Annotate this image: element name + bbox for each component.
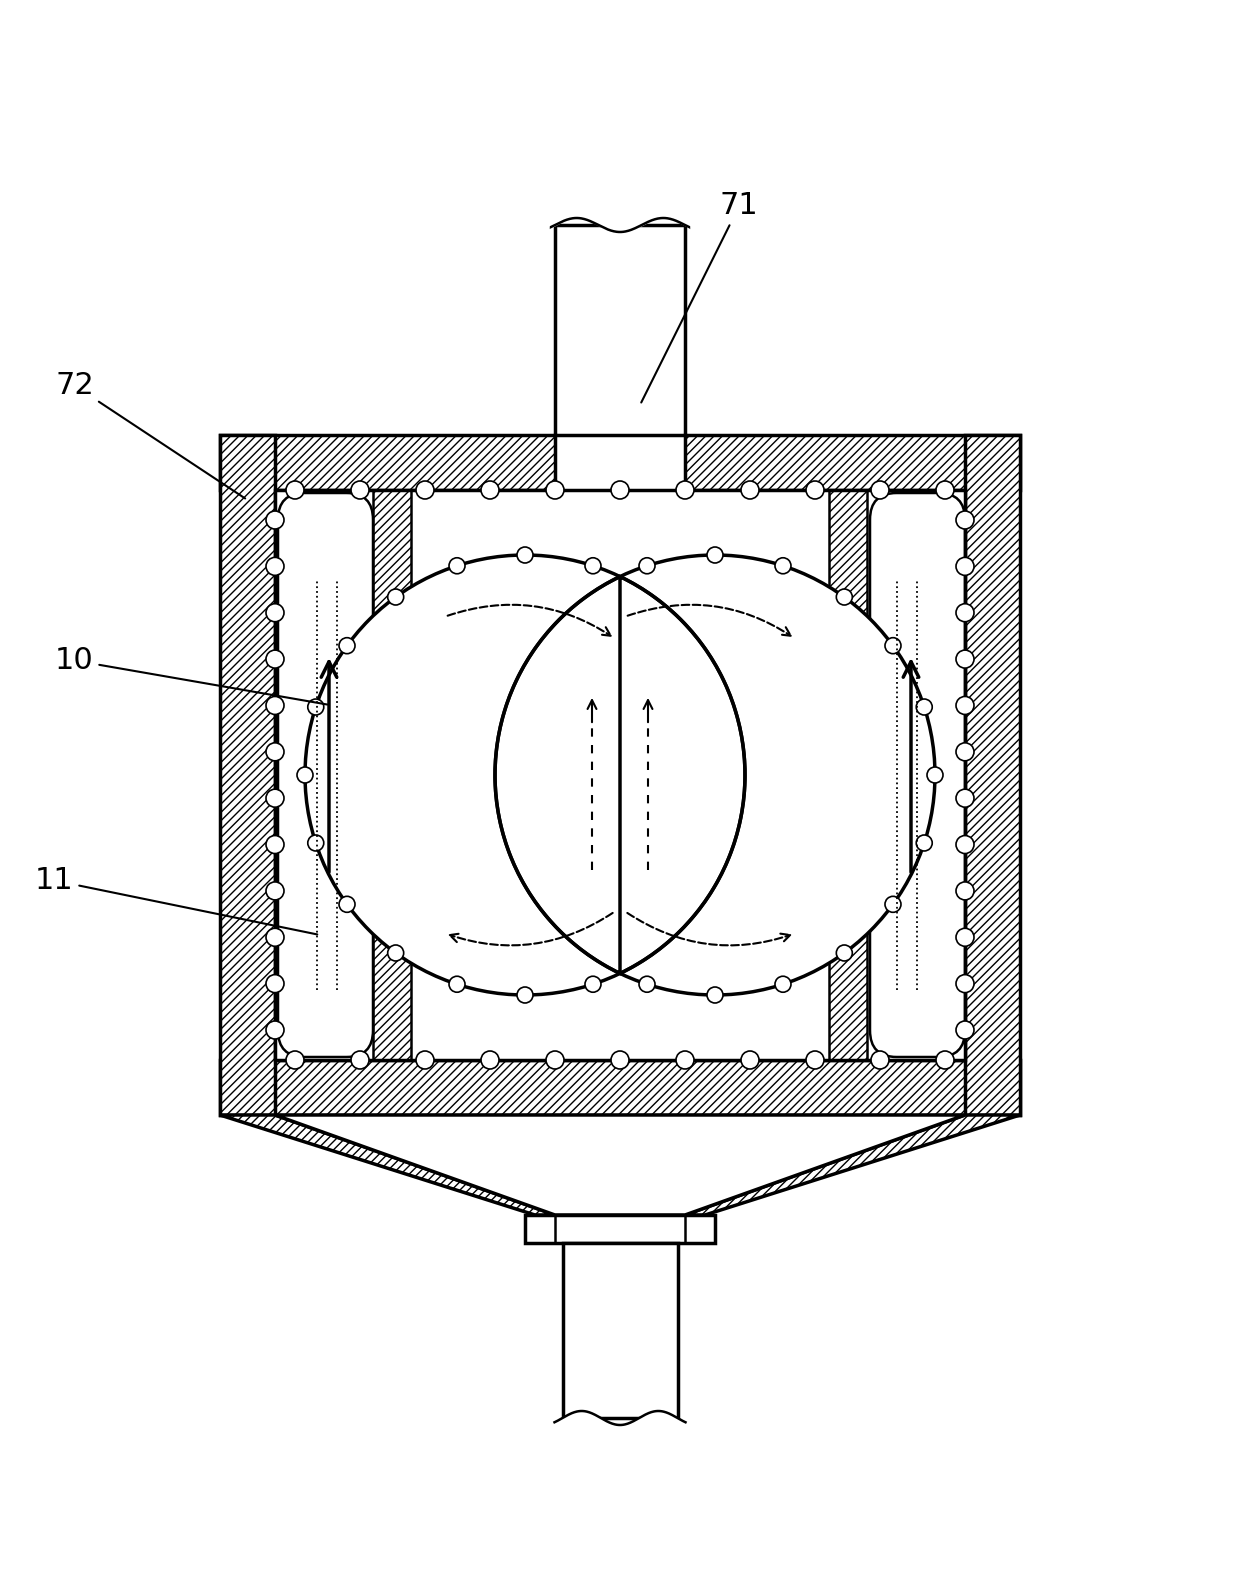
Circle shape xyxy=(676,1051,694,1069)
Circle shape xyxy=(956,697,973,715)
Circle shape xyxy=(546,482,564,499)
Circle shape xyxy=(546,1051,564,1069)
Circle shape xyxy=(267,928,284,946)
Circle shape xyxy=(585,976,601,992)
Circle shape xyxy=(339,896,355,912)
Circle shape xyxy=(936,1051,954,1069)
Circle shape xyxy=(956,510,973,530)
Circle shape xyxy=(956,882,973,900)
Text: 71: 71 xyxy=(641,191,759,402)
Circle shape xyxy=(267,836,284,853)
Circle shape xyxy=(956,1021,973,1038)
Circle shape xyxy=(956,651,973,668)
Circle shape xyxy=(267,605,284,622)
Circle shape xyxy=(267,557,284,576)
Circle shape xyxy=(956,743,973,761)
Bar xyxy=(965,435,1021,1115)
Circle shape xyxy=(806,482,825,499)
Circle shape xyxy=(836,944,852,960)
Circle shape xyxy=(298,767,312,783)
Circle shape xyxy=(481,482,498,499)
Circle shape xyxy=(707,987,723,1003)
FancyBboxPatch shape xyxy=(870,493,965,1057)
Circle shape xyxy=(742,1051,759,1069)
Bar xyxy=(563,1243,677,1418)
Circle shape xyxy=(286,1051,304,1069)
Circle shape xyxy=(611,482,629,499)
Bar xyxy=(219,1061,1021,1115)
Circle shape xyxy=(956,605,973,622)
Bar xyxy=(275,490,965,1061)
Polygon shape xyxy=(495,576,745,973)
Circle shape xyxy=(639,558,655,574)
Circle shape xyxy=(388,589,404,605)
Text: 72: 72 xyxy=(55,372,246,499)
Bar xyxy=(556,435,684,490)
Circle shape xyxy=(339,638,355,654)
Circle shape xyxy=(707,547,723,563)
Circle shape xyxy=(956,836,973,853)
Circle shape xyxy=(351,482,370,499)
Circle shape xyxy=(956,975,973,992)
Circle shape xyxy=(351,1051,370,1069)
Circle shape xyxy=(267,975,284,992)
Circle shape xyxy=(916,836,932,852)
Circle shape xyxy=(775,558,791,574)
Circle shape xyxy=(449,976,465,992)
Circle shape xyxy=(585,558,601,574)
FancyBboxPatch shape xyxy=(278,493,373,1057)
Circle shape xyxy=(267,790,284,807)
Bar xyxy=(830,490,867,1061)
Circle shape xyxy=(308,699,324,715)
Circle shape xyxy=(308,836,324,852)
Circle shape xyxy=(305,555,745,995)
Circle shape xyxy=(495,555,935,995)
Circle shape xyxy=(517,987,533,1003)
Bar xyxy=(275,490,965,1061)
Circle shape xyxy=(286,482,304,499)
Circle shape xyxy=(956,790,973,807)
Circle shape xyxy=(517,547,533,563)
Circle shape xyxy=(885,896,901,912)
Circle shape xyxy=(916,699,932,715)
Circle shape xyxy=(267,1021,284,1038)
Circle shape xyxy=(742,482,759,499)
Circle shape xyxy=(388,944,404,960)
Polygon shape xyxy=(684,1115,1021,1215)
Circle shape xyxy=(267,697,284,715)
Bar xyxy=(373,490,410,1061)
Bar xyxy=(556,225,684,435)
Circle shape xyxy=(775,976,791,992)
Polygon shape xyxy=(275,1115,965,1215)
Bar xyxy=(525,1215,715,1243)
Bar xyxy=(219,435,275,1115)
Circle shape xyxy=(415,1051,434,1069)
Circle shape xyxy=(870,1051,889,1069)
Circle shape xyxy=(481,1051,498,1069)
Circle shape xyxy=(806,1051,825,1069)
Circle shape xyxy=(639,976,655,992)
Circle shape xyxy=(676,482,694,499)
Circle shape xyxy=(267,882,284,900)
Circle shape xyxy=(836,589,852,605)
Circle shape xyxy=(885,638,901,654)
Circle shape xyxy=(956,557,973,576)
Polygon shape xyxy=(219,1115,556,1215)
Circle shape xyxy=(611,1051,629,1069)
Bar xyxy=(219,435,1021,490)
Circle shape xyxy=(449,558,465,574)
Circle shape xyxy=(928,767,942,783)
Text: 11: 11 xyxy=(35,866,317,935)
Circle shape xyxy=(870,482,889,499)
Circle shape xyxy=(415,482,434,499)
Circle shape xyxy=(267,510,284,530)
Circle shape xyxy=(956,928,973,946)
Circle shape xyxy=(267,743,284,761)
Text: 10: 10 xyxy=(55,646,327,705)
Circle shape xyxy=(936,482,954,499)
Circle shape xyxy=(267,651,284,668)
